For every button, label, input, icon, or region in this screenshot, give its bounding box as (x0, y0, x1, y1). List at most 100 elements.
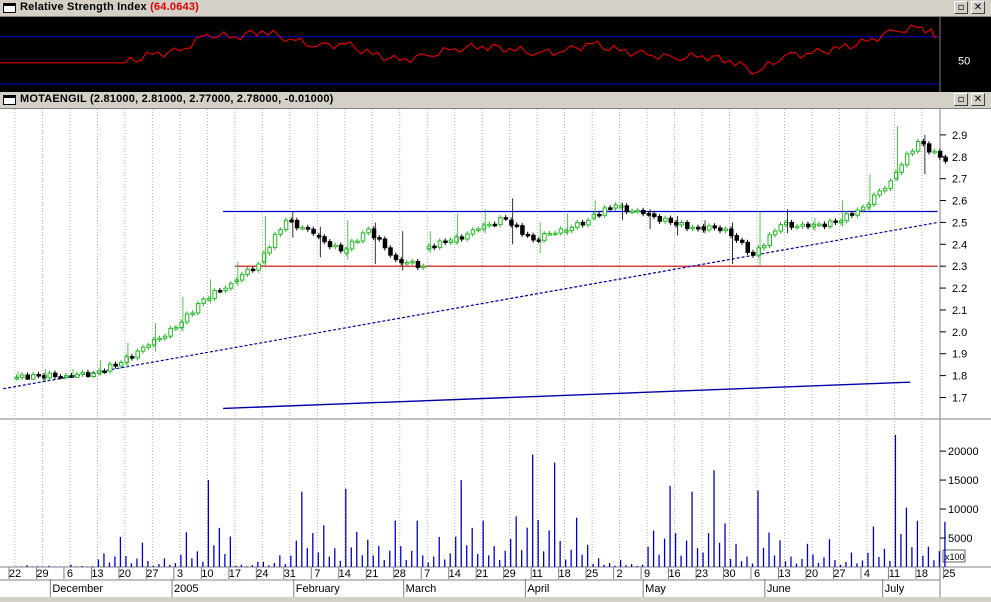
candle-body (443, 240, 448, 244)
x-tick-label: 13 (778, 568, 790, 580)
candle-body (558, 228, 564, 234)
candle-body (921, 140, 926, 145)
candle-body (734, 235, 740, 241)
candle-body (190, 312, 195, 315)
candle-body (140, 346, 146, 352)
candle-body (937, 150, 943, 158)
candle-body (630, 210, 635, 214)
candle-body (63, 375, 69, 378)
candle-body (212, 290, 217, 299)
candle-body (80, 372, 85, 375)
x-tick-label: 17 (229, 568, 241, 580)
candle-body (223, 287, 228, 292)
candle-body (124, 356, 129, 363)
x-tick-label: 11 (531, 568, 542, 580)
candle-body (613, 204, 619, 209)
candle-body (404, 261, 410, 265)
y-tick-label: 2.5 (952, 217, 967, 229)
y-tick-label: 2.9 (952, 130, 967, 142)
close-icon[interactable]: ✕ (971, 93, 985, 106)
candle-body (393, 254, 399, 261)
symbol-name: MOTAENGIL (20, 93, 87, 105)
x-tick-label: 14 (339, 568, 351, 580)
volume-tick-label: 5000 (948, 533, 972, 545)
candle-body (690, 226, 696, 230)
price-title: MOTAENGIL (2.81000, 2.81000, 2.77000, 2.… (20, 93, 334, 105)
ohlc-readout: (2.81000, 2.81000, 2.77000, 2.78000, -0.… (90, 93, 334, 105)
candle-body (877, 190, 882, 196)
candle-body (838, 220, 844, 223)
x-tick-label: 10 (201, 568, 213, 580)
candle-body (696, 226, 701, 230)
rsi-titlebar[interactable]: Relative Strength Index (64.0643) ▫ ✕ (0, 0, 991, 17)
x-tick-label: 27 (833, 568, 845, 580)
candle-body (454, 236, 459, 243)
candle-body (168, 327, 173, 337)
x-tick-label: 4 (864, 568, 870, 580)
candle-body (740, 239, 745, 243)
x-tick-label: 27 (146, 568, 158, 580)
x-tick-label: 6 (754, 568, 760, 580)
candle-body (91, 372, 96, 377)
x-tick-label: 22 (9, 568, 21, 580)
month-label: February (296, 583, 341, 595)
candle-body (783, 221, 789, 226)
x-tick-label: 3 (177, 568, 183, 580)
month-label: April (527, 583, 549, 595)
y-tick-label: 2.3 (952, 261, 967, 273)
long-trend-line (223, 381, 911, 410)
candle-body (718, 227, 723, 232)
volume-tick-label: 20000 (948, 446, 979, 458)
moving-average-200-line (3, 221, 939, 390)
candle-body (426, 245, 432, 250)
candle-body (514, 224, 520, 228)
x-tick-label: 9 (644, 568, 650, 580)
candle-body (135, 350, 140, 359)
y-tick-label: 2.8 (952, 152, 967, 164)
candle-body (217, 290, 223, 293)
candle-body (19, 374, 25, 378)
candle-body (860, 206, 866, 211)
rsi-line (0, 24, 938, 75)
candle-body (300, 227, 305, 230)
restore-icon[interactable]: ▫ (954, 1, 968, 14)
candle-body (234, 279, 239, 283)
candle-body (751, 251, 756, 256)
candle-body (487, 223, 492, 227)
candle-body (756, 247, 762, 256)
candle-body (855, 209, 860, 216)
candle-body (569, 226, 575, 232)
candle-body (602, 207, 608, 216)
restore-icon[interactable]: ▫ (954, 93, 968, 106)
candle-body (344, 248, 349, 254)
candle-body (503, 217, 509, 220)
candle-body (767, 234, 773, 247)
close-icon[interactable]: ✕ (971, 1, 985, 14)
candle-body (520, 225, 525, 235)
candle-body (294, 219, 300, 229)
candle-body (173, 326, 179, 330)
candle-body (261, 252, 267, 263)
x-tick-label: 25 (586, 568, 598, 580)
candle-body (52, 372, 58, 378)
candle-body (366, 228, 371, 234)
candle-body (421, 265, 426, 269)
candle-body (69, 375, 74, 378)
volume-tick-label: 10000 (948, 504, 979, 516)
candle-body (932, 150, 937, 154)
x-tick-label: 20 (806, 568, 818, 580)
candle-body (283, 219, 289, 231)
candle-body (805, 223, 811, 228)
y-tick-label: 2.4 (952, 239, 967, 251)
candle-body (827, 220, 833, 228)
candle-body (74, 373, 80, 378)
candle-body (635, 209, 641, 213)
candle-body (619, 205, 624, 208)
candle-body (608, 207, 613, 210)
candle-body (399, 259, 404, 264)
candle-body (184, 313, 190, 323)
candle-body (448, 239, 454, 244)
candle-body (476, 228, 481, 231)
rsi-value: (64.0643) (150, 1, 200, 13)
price-titlebar[interactable]: MOTAENGIL (2.81000, 2.81000, 2.77000, 2.… (0, 92, 991, 109)
